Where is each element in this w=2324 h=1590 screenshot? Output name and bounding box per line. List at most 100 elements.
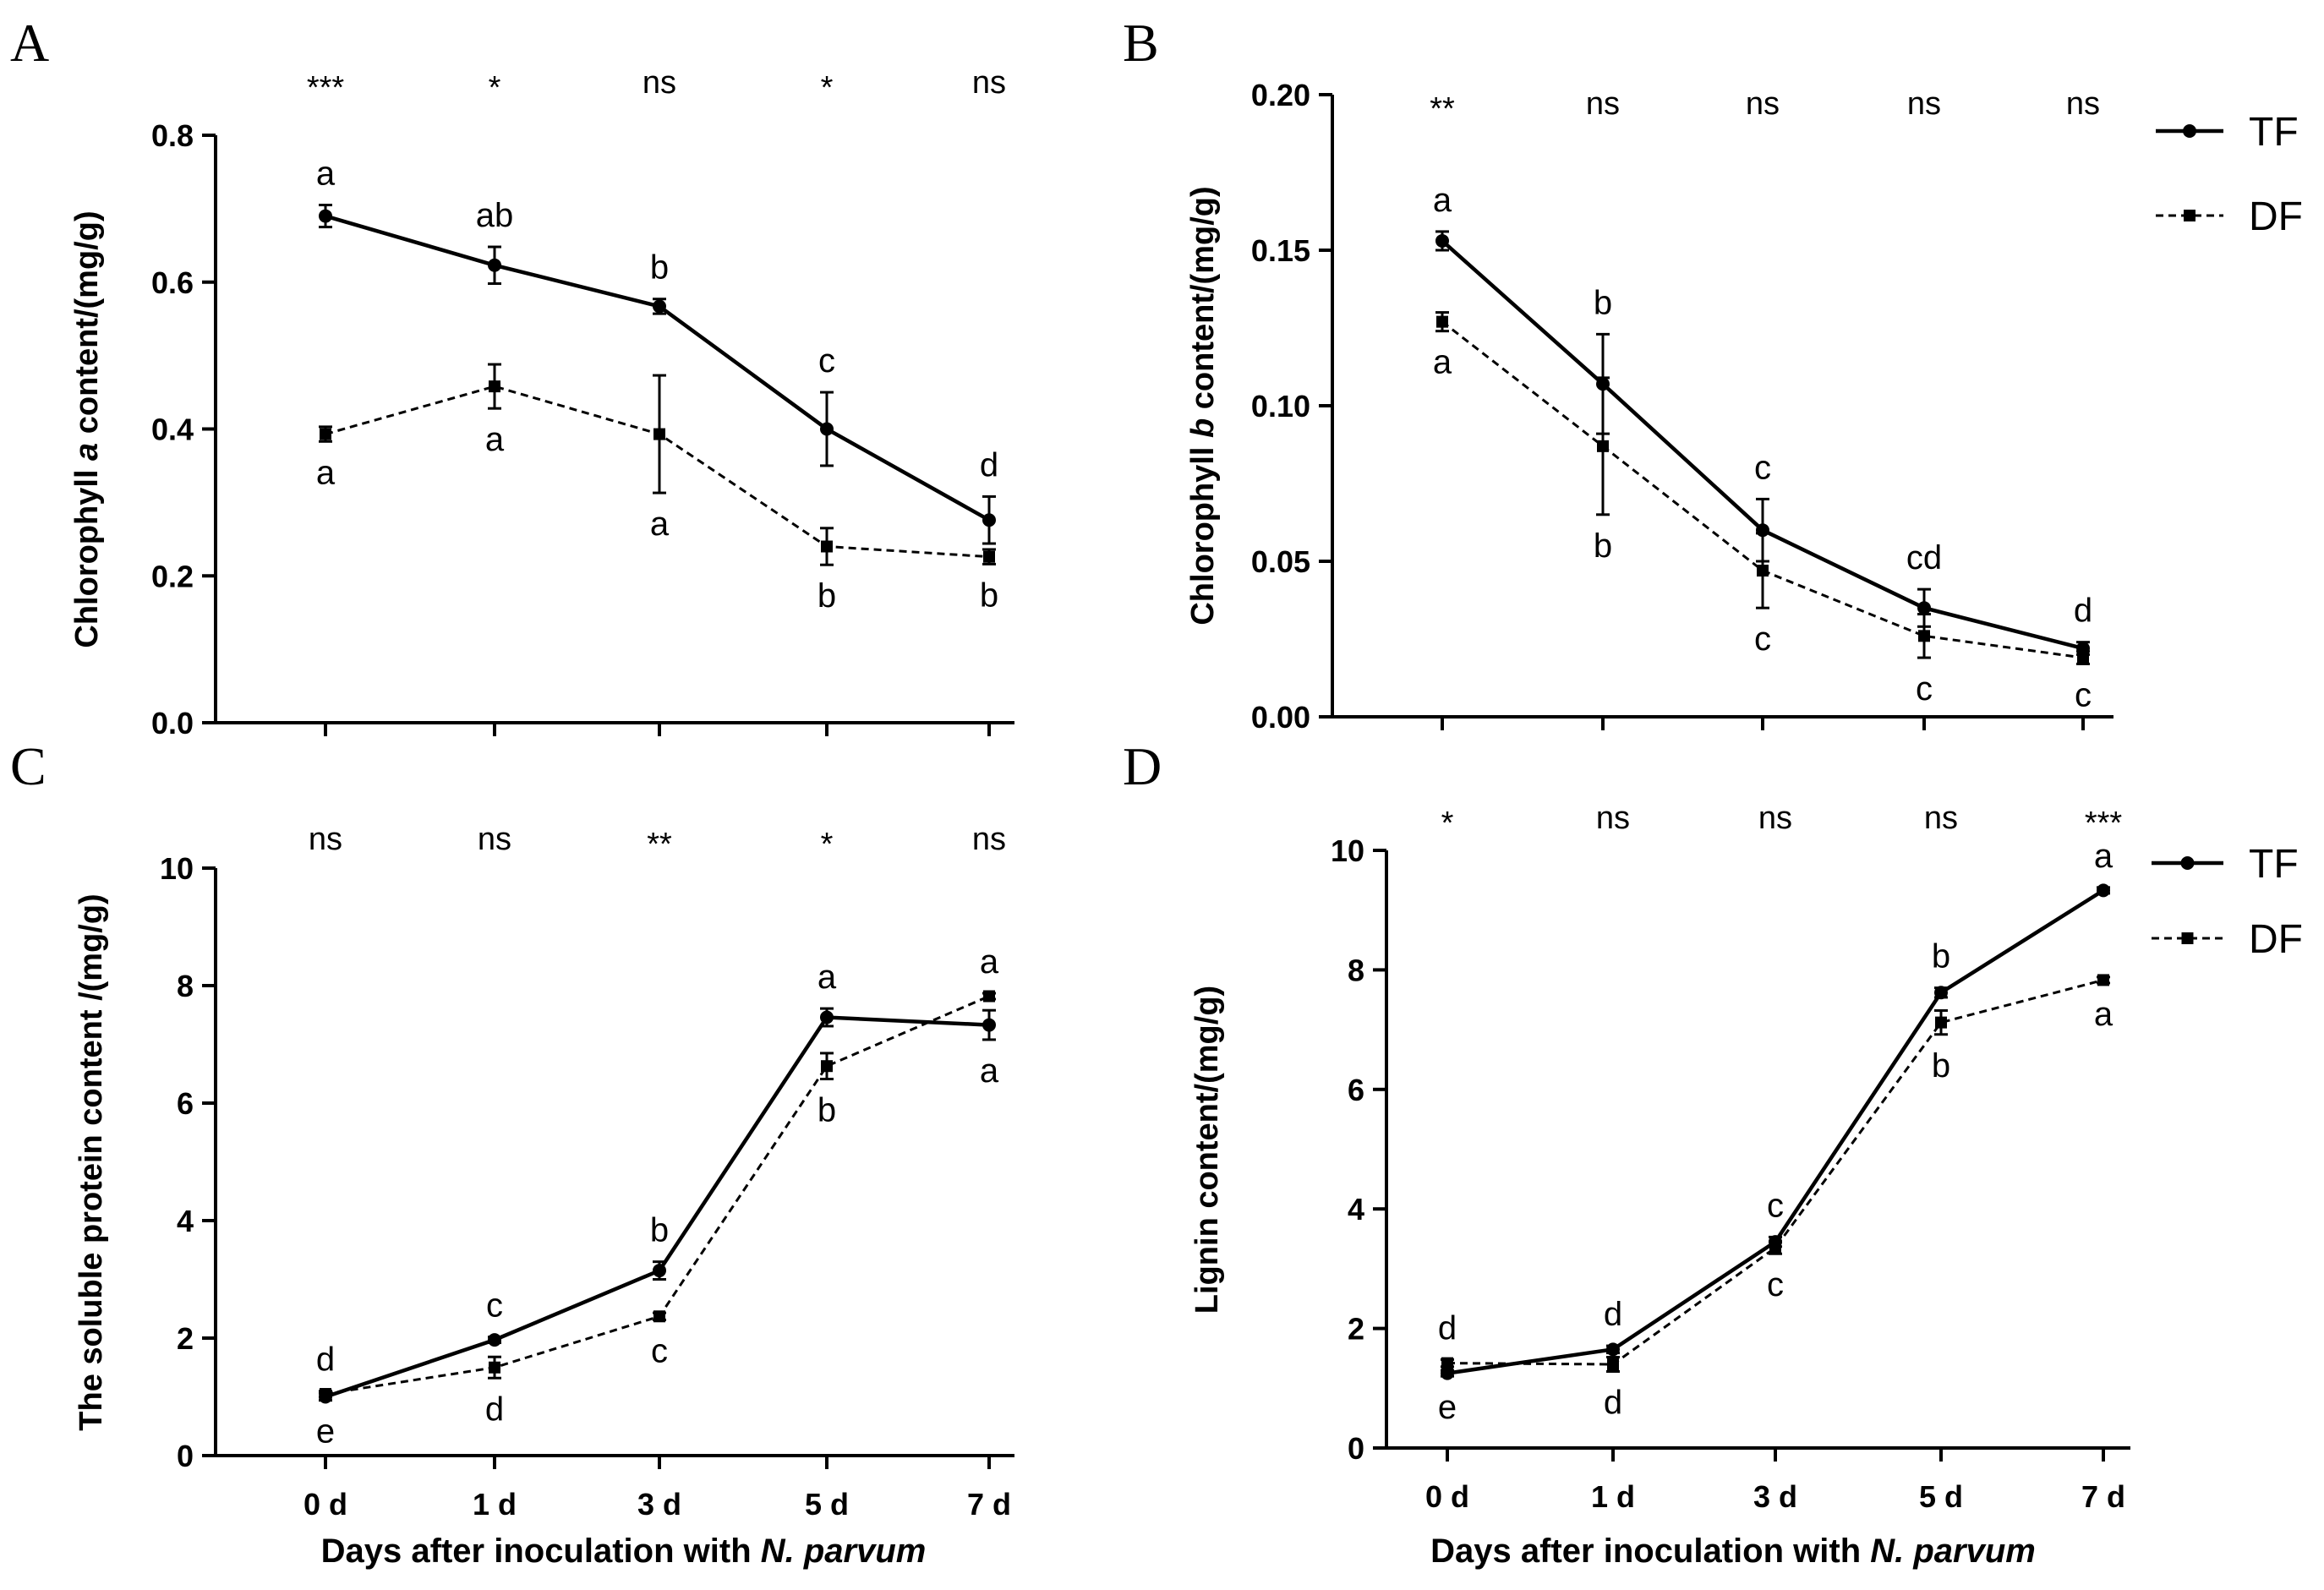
significance-letter: d (316, 1341, 335, 1379)
significance-letter: a (1433, 344, 1452, 381)
y-tick-label: 6 (1348, 1073, 1364, 1107)
y-axis-label: Chlorophyll a content/(mg/g) (69, 210, 105, 647)
significance-letter: a (2094, 996, 2113, 1033)
data-point (982, 1018, 996, 1032)
significance-letter: e (1438, 1389, 1457, 1426)
significance-label: ns (1907, 86, 1941, 122)
data-point (1935, 1016, 1947, 1029)
significance-letter: b (818, 577, 836, 615)
chart-panel-b: B 0.00 0.05 0.10 0.15 0.20 Chlorophyll b conte… (1123, 13, 2303, 735)
significance-letter: c (486, 1287, 503, 1325)
y-tick-label: 2 (177, 1321, 194, 1356)
significance-letter: c (1767, 1187, 1784, 1224)
significance-letter: c (1754, 449, 1771, 486)
significance-letter: d (1604, 1385, 1622, 1422)
panel-letter: C (10, 736, 46, 796)
data-point (1435, 233, 1449, 248)
y-tick-label: 0.4 (151, 413, 194, 447)
significance-label: ns (1758, 800, 1792, 836)
y-tick-label: 0.10 (1251, 389, 1310, 423)
x-tick-label: 1 d (1591, 1479, 1635, 1514)
series-line (1446, 978, 2104, 1366)
legend-label-tf: TF (2249, 842, 2299, 887)
significance-letter: c (1916, 670, 1933, 708)
data-point (653, 428, 665, 440)
x-tick-label: 3 d (1753, 1479, 1797, 1514)
series-df: a a a b b (316, 363, 998, 615)
significance-label: ns (478, 822, 511, 857)
data-point (1917, 601, 1931, 615)
data-point (489, 1361, 500, 1374)
data-point (821, 540, 833, 553)
legend-marker-df (2184, 210, 2195, 221)
y-tick-label: 0.2 (151, 559, 194, 593)
data-point (1606, 1342, 1620, 1357)
significance-label: ns (972, 822, 1006, 857)
y-tick-label: 0 (177, 1439, 194, 1473)
x-tick-label: 7 d (967, 1487, 1011, 1522)
significance-label: *** (2085, 806, 2123, 841)
data-point (1918, 630, 1930, 642)
data-point (1441, 1357, 1453, 1369)
significance-label: ns (309, 822, 342, 857)
x-axis-label: Days after inoculation with N. parvum (1430, 1533, 2036, 1570)
significance-label: ns (643, 65, 676, 101)
data-point (2077, 652, 2089, 664)
series-tf: a b c cd d (1433, 182, 2092, 656)
y-axis-label: Lignin content/(mg/g) (1189, 986, 1225, 1314)
significance-letter: d (485, 1391, 504, 1428)
data-point (319, 209, 332, 223)
x-tick-label: 0 d (303, 1487, 347, 1522)
significance-label: * (821, 70, 834, 106)
label-part: content/(mg/g) (69, 210, 105, 442)
series-tf: e c b a a (316, 959, 999, 1451)
significance-letter: a (316, 454, 336, 491)
series-df: d d c b a (1438, 974, 2113, 1422)
y-tick-label: 10 (1331, 833, 1364, 868)
significance-letter: b (1932, 1047, 1950, 1085)
data-point (820, 422, 834, 436)
y-tick-label: 4 (177, 1204, 194, 1238)
x-axis-label: Days after inoculation with N. parvum (321, 1533, 927, 1570)
significance-label: ns (1746, 86, 1780, 122)
panel-letter: A (10, 13, 49, 73)
label-part: a (69, 443, 105, 461)
series-df: d d c b a (316, 943, 999, 1428)
y-tick-label: 4 (1348, 1192, 1364, 1227)
y-tick-label: 0.8 (151, 118, 194, 153)
legend-label-df: DF (2249, 194, 2303, 239)
data-point (1441, 1366, 1454, 1380)
y-axis-label: Chlorophyll b content/(mg/g) (1185, 186, 1221, 625)
chart-panel-c: C 0 2 4 6 8 10 0 d 1 d 3 d 5 d 7 d The soluble prote… (10, 736, 1014, 1570)
label-part: Chlorophyll (69, 461, 105, 648)
x-tick-label: 5 d (1919, 1479, 1963, 1514)
significance-letter: a (316, 156, 336, 193)
label-part: content/(mg/g) (1185, 186, 1221, 418)
data-point (1757, 565, 1769, 577)
label-part: Days after inoculation with (1430, 1533, 1870, 1570)
y-tick-label: 2 (1348, 1312, 1364, 1347)
legend-marker-tf (2180, 856, 2195, 870)
significance-letter: a (818, 959, 837, 996)
y-tick-label: 0.00 (1251, 700, 1310, 735)
chart-panel-a: A 0.0 0.2 0.4 0.6 0.8 Chlorophyll a content/(m… (10, 13, 1014, 740)
significance-letter: b (1594, 284, 1612, 321)
significance-label: ** (647, 827, 672, 862)
data-point (488, 1333, 501, 1347)
series-df: a b c c c (1433, 311, 2092, 713)
significance-letter: d (1438, 1309, 1457, 1347)
significance-label: * (489, 70, 501, 106)
significance-letter: c (651, 1332, 668, 1369)
significance-label: * (1441, 806, 1454, 841)
significance-letter: a (2094, 838, 2113, 875)
significance-label: ns (1586, 86, 1620, 122)
y-tick-label: 0 (1348, 1431, 1364, 1466)
significance-letter: e (316, 1413, 335, 1451)
label-part: Days after inoculation with (321, 1533, 761, 1570)
label-part: The soluble protein content /(mg/g) (74, 893, 109, 1430)
y-axis-label: The soluble protein content /(mg/g) (74, 893, 109, 1430)
significance-letter: c (1767, 1266, 1784, 1303)
significance-letter: a (980, 943, 999, 981)
x-tick-label: 7 d (2081, 1479, 2125, 1514)
